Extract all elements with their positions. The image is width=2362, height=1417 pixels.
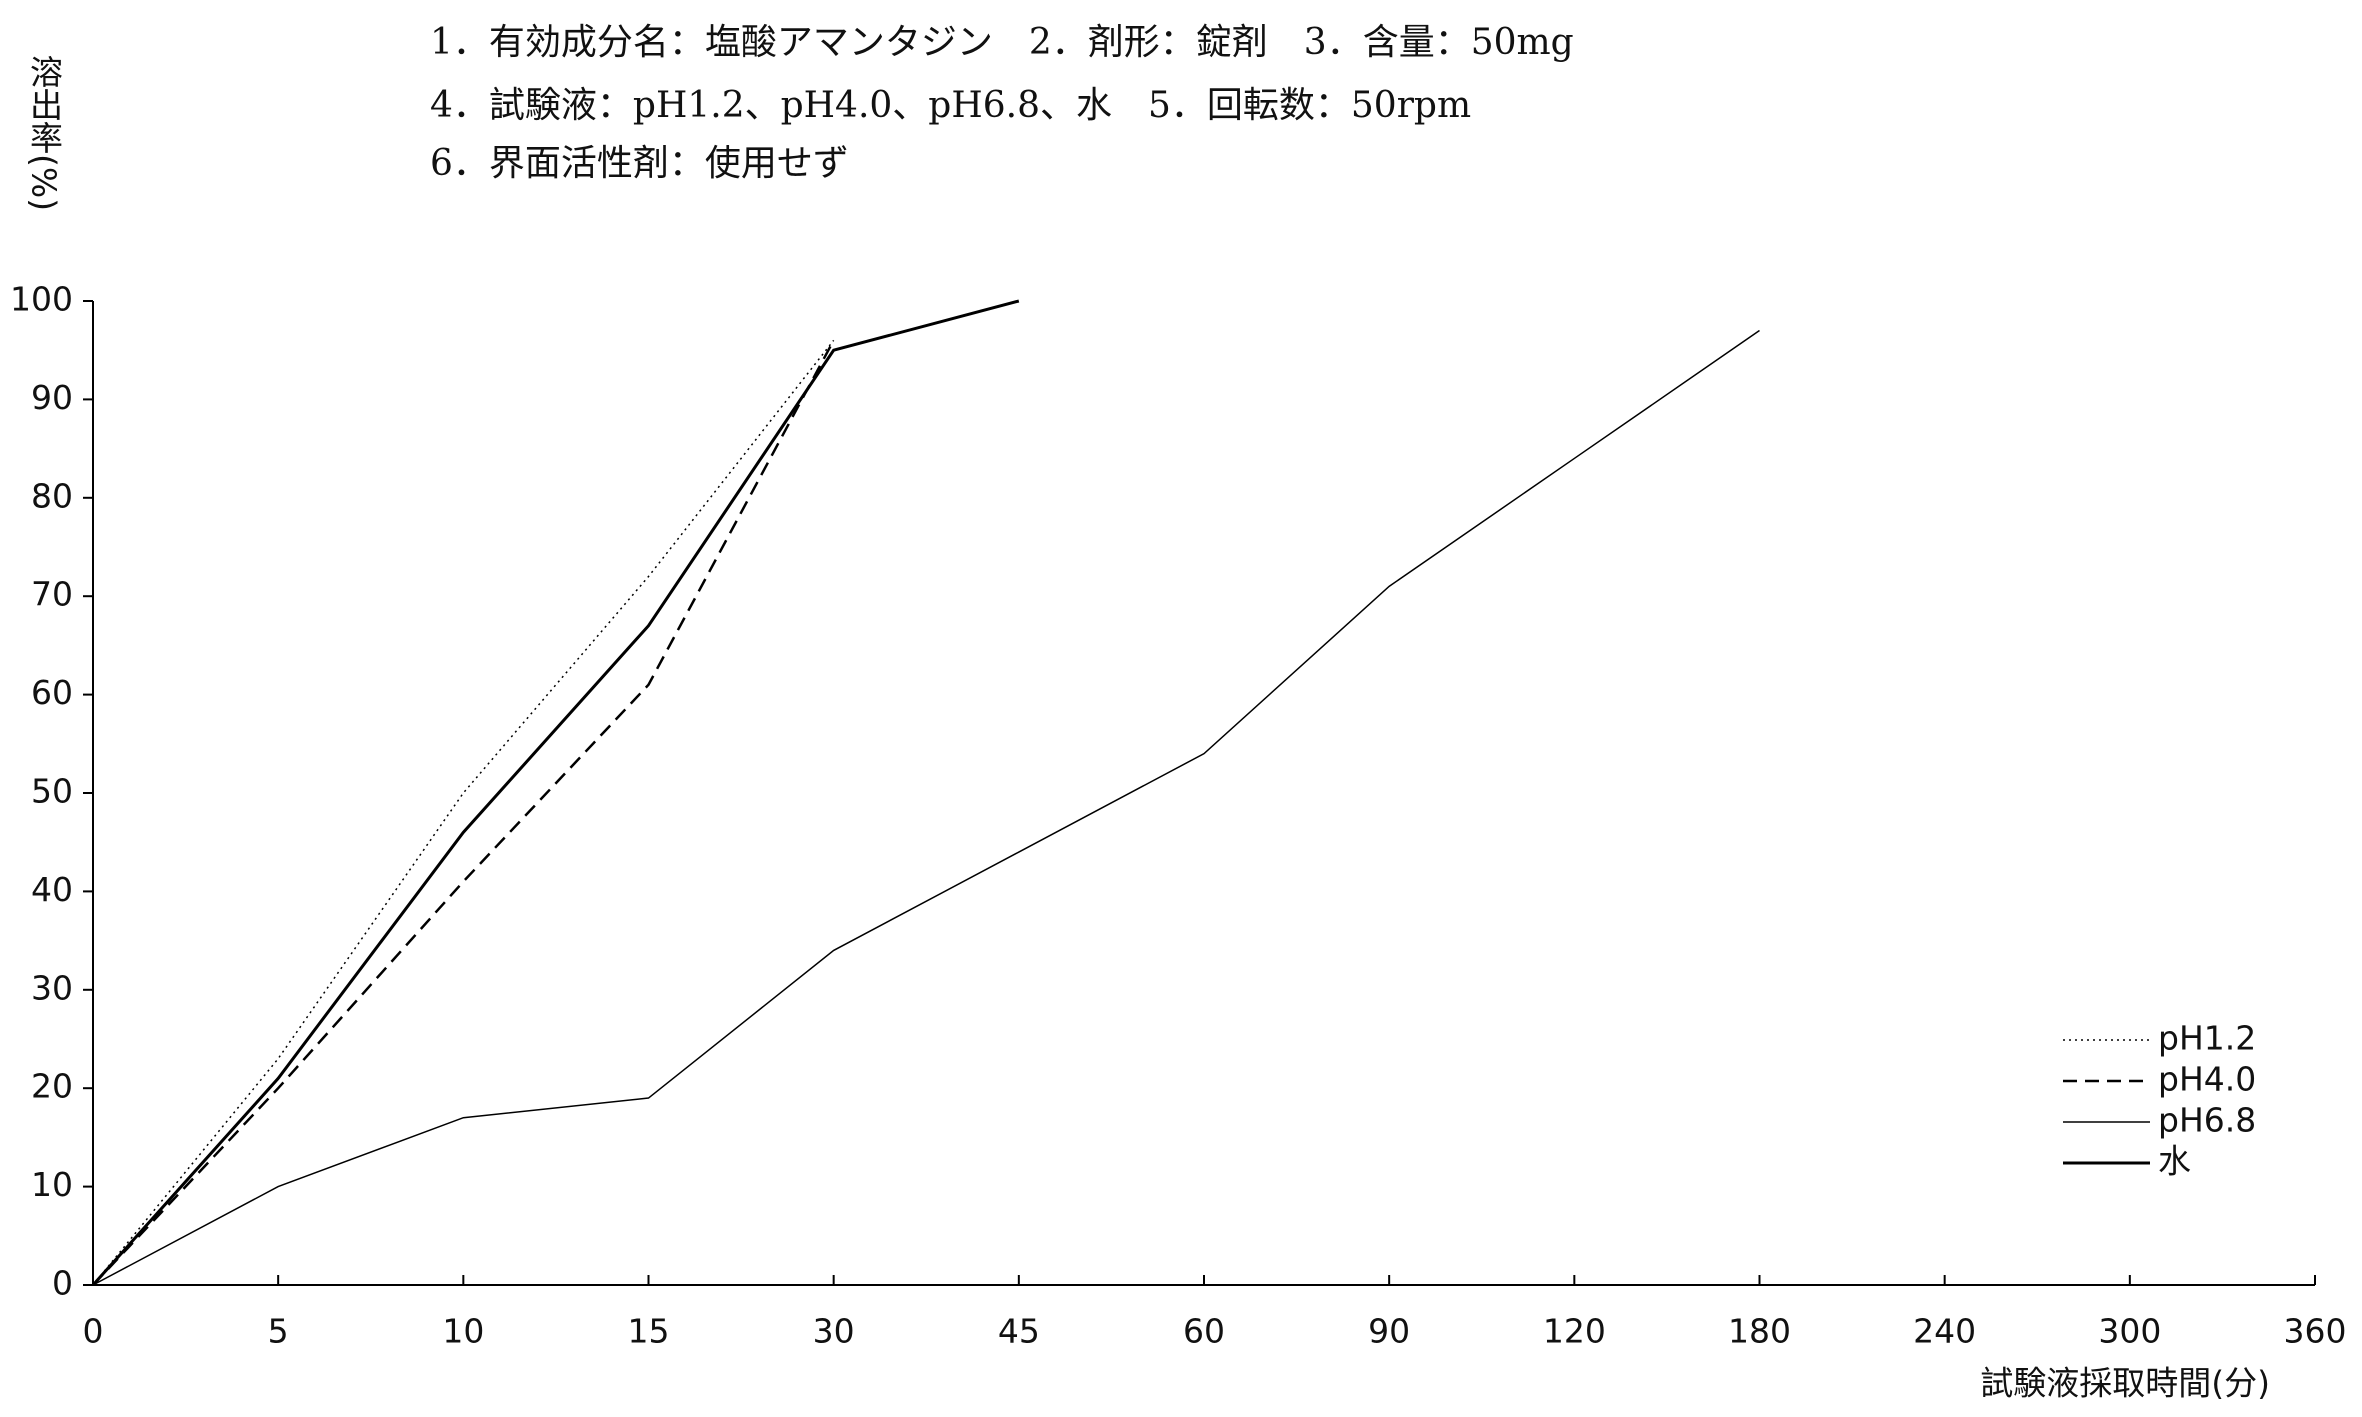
y-tick-label: 30	[31, 968, 73, 1007]
x-tick-label: 10	[442, 1312, 484, 1351]
x-tick-label: 30	[813, 1312, 855, 1351]
y-tick-label: 70	[31, 575, 73, 614]
x-axis-label: 試験液採取時間(分)	[1980, 1364, 2270, 1403]
y-tick-label: 20	[31, 1067, 73, 1106]
y-tick-label: 60	[31, 673, 73, 712]
series-line	[91, 299, 1020, 1287]
y-tick-label: 50	[31, 772, 73, 811]
y-tick-label: 90	[31, 378, 73, 417]
y-tick-label: 40	[31, 870, 73, 909]
y-tick-label: 80	[31, 476, 73, 515]
x-tick-label: 45	[998, 1312, 1040, 1351]
legend-label: 水	[2158, 1142, 2191, 1181]
chart-title: 1．有効成分名：塩酸アマンタジン 2．剤形：錠剤 3．含量：50mg	[430, 22, 1574, 63]
series-line	[92, 339, 835, 1286]
legend-label: pH4.0	[2158, 1060, 2256, 1099]
x-tick-label: 5	[268, 1312, 289, 1351]
x-tick-label: 360	[2284, 1312, 2347, 1351]
legend-label: pH6.8	[2158, 1101, 2256, 1140]
chart-title: 6．界面活性剤：使用せず	[430, 143, 849, 184]
series-line	[92, 339, 835, 1286]
x-tick-label: 90	[1368, 1312, 1410, 1351]
legend-label: pH1.2	[2158, 1019, 2256, 1058]
x-tick-label: 60	[1183, 1312, 1225, 1351]
y-axis-label: 溶出率(%)	[25, 55, 64, 211]
y-tick-label: 100	[10, 280, 73, 319]
chart-title: 4．試験液：pH1.2、pH4.0、pH6.8、水 5．回転数：50rpm	[430, 85, 1471, 126]
y-tick-label: 0	[52, 1264, 73, 1303]
y-tick-label: 10	[31, 1165, 73, 1204]
series-line	[92, 329, 1760, 1286]
x-tick-label: 120	[1543, 1312, 1606, 1351]
x-tick-label: 15	[628, 1312, 670, 1351]
x-tick-label: 0	[83, 1312, 104, 1351]
x-tick-label: 240	[1913, 1312, 1976, 1351]
x-tick-label: 300	[2098, 1312, 2161, 1351]
x-tick-label: 180	[1728, 1312, 1791, 1351]
